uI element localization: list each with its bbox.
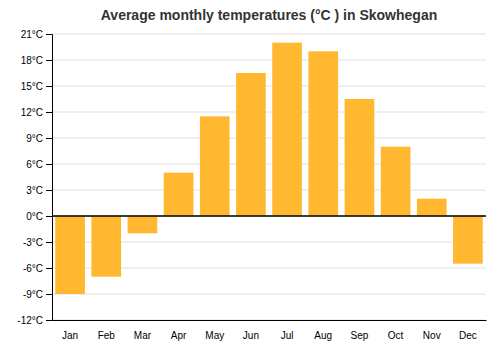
x-tick-label: May [205, 330, 224, 341]
bar [164, 173, 194, 216]
chart: -12°C -9°C -6°C -3°C 0°C 3°C 6°C 9°C 12°C 15°C 18°… [0, 0, 500, 350]
grid-line [52, 60, 486, 61]
grid-line [52, 164, 486, 165]
y-tick-mark [46, 60, 52, 61]
x-tick: Aug [314, 330, 332, 341]
x-axis-line [53, 320, 487, 321]
y-tick: 15°C [21, 81, 52, 92]
x-tick-label: Apr [171, 330, 187, 341]
x-tick-label: Aug [314, 330, 332, 341]
x-tick-label: Nov [423, 330, 441, 341]
bar [55, 216, 85, 294]
x-tick-label: Jul [281, 330, 294, 341]
y-tick-mark [46, 294, 52, 295]
x-tick: Apr [171, 330, 187, 341]
y-tick-mark [46, 268, 52, 269]
x-tick: Sep [351, 330, 369, 341]
y-tick-mark [46, 216, 52, 217]
bar [91, 216, 121, 277]
y-tick: 9°C [26, 133, 52, 144]
bar [236, 73, 266, 216]
y-tick: -3°C [23, 237, 52, 248]
y-tick-mark [46, 190, 52, 191]
y-tick: 0°C [26, 211, 52, 222]
x-tick-label: Feb [98, 330, 116, 341]
y-tick: 21°C [21, 29, 52, 40]
y-tick: -6°C [23, 263, 52, 274]
zero-line [52, 215, 486, 217]
y-tick: 12°C [21, 107, 52, 118]
y-tick-mark [46, 86, 52, 87]
x-tick: Jan [62, 330, 78, 341]
bars [55, 43, 482, 294]
y-tick-label: -12°C [17, 315, 43, 326]
bar [308, 51, 338, 216]
x-tick-label: Jan [62, 330, 78, 341]
y-tick-mark [46, 242, 52, 243]
grid-line [52, 216, 486, 217]
y-tick: -12°C [17, 315, 52, 326]
bar [453, 216, 483, 264]
grid-line [52, 190, 486, 191]
y-tick-mark [46, 320, 52, 321]
y-axis: -12°C -9°C -6°C -3°C 0°C 3°C 6°C 9°C 12°C 15°C 18°… [17, 29, 52, 326]
title: Average monthly temperatures (°C ) in Sk… [101, 7, 438, 23]
grid-line [52, 294, 486, 295]
x-tick: Mar [134, 330, 152, 341]
grid [52, 34, 486, 320]
y-tick-label: 6°C [26, 159, 43, 170]
y-tick-label: 15°C [21, 81, 43, 92]
y-tick-label: 0°C [26, 211, 43, 222]
y-tick-label: 12°C [21, 107, 43, 118]
bar [272, 43, 302, 216]
x-tick-label: Mar [134, 330, 152, 341]
y-tick: 3°C [26, 185, 52, 196]
x-axis: Jan Feb Mar Apr May Jun Jul Aug Sep Oct Nov Dec [53, 321, 487, 342]
bar [128, 216, 158, 233]
x-tick: Jul [281, 330, 294, 341]
y-tick: 18°C [21, 55, 52, 66]
y-tick-mark [46, 138, 52, 139]
x-tick: Dec [459, 330, 477, 341]
y-tick-mark [46, 164, 52, 165]
y-tick: -9°C [23, 289, 52, 300]
y-tick-label: -9°C [23, 289, 43, 300]
x-tick-label: Sep [351, 330, 369, 341]
x-tick: Jun [243, 330, 259, 341]
x-tick: Oct [388, 330, 404, 341]
x-tick-label: Jun [243, 330, 259, 341]
y-tick-mark [46, 112, 52, 113]
y-tick-mark [46, 34, 52, 35]
x-tick: May [205, 330, 224, 341]
bar [417, 199, 447, 216]
y-tick-label: 21°C [21, 29, 43, 40]
grid-line [52, 112, 486, 113]
grid-line [52, 138, 486, 139]
y-tick-label: 3°C [26, 185, 43, 196]
bar [381, 147, 411, 216]
grid-line [52, 34, 486, 35]
bar [345, 99, 375, 216]
y-tick-label: 9°C [26, 133, 43, 144]
y-tick-label: -6°C [23, 263, 43, 274]
x-tick: Feb [98, 330, 116, 341]
x-tick-label: Oct [388, 330, 404, 341]
grid-line [52, 86, 486, 87]
y-tick-label: 18°C [21, 55, 43, 66]
bar [200, 116, 230, 216]
x-tick-label: Dec [459, 330, 477, 341]
plot: -12°C -9°C -6°C -3°C 0°C 3°C 6°C 9°C 12°C 15°C 18°… [17, 29, 486, 341]
grid-line [52, 320, 486, 321]
x-tick: Nov [423, 330, 441, 341]
y-axis-line [46, 35, 53, 321]
y-tick-label: -3°C [23, 237, 43, 248]
y-tick: 6°C [26, 159, 52, 170]
